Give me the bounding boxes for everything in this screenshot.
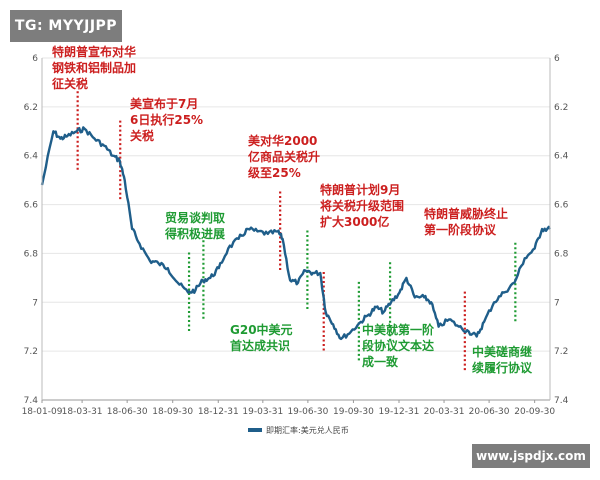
y-tick-label-left: 6.6	[24, 201, 39, 211]
annotation-text-line: 美宣布于7月	[130, 96, 198, 111]
y-tick-label-left: 7	[32, 298, 38, 308]
annotation-text-line: 段协议文本达	[362, 338, 434, 353]
series-layer	[40, 126, 552, 341]
legend: 即期汇率:美元兑人民币	[248, 425, 349, 435]
annotation-text-line: 征关税	[52, 76, 88, 91]
y-tick-label-left: 6.8	[24, 249, 39, 259]
x-tick-label: 18-06-30	[107, 407, 148, 417]
y-tick-label-left: 6.2	[24, 103, 38, 113]
y-tick-label-right: 6.4	[554, 152, 569, 162]
annotation-text-line: 亿商品关税升	[248, 149, 320, 164]
site-watermark: www.jspdjx.com	[472, 444, 590, 468]
annotation-text-line: 中美磋商继	[472, 344, 532, 359]
x-tick-label: 18-03-31	[62, 407, 103, 417]
y-tick-label-left: 6.4	[24, 152, 39, 162]
annotation-text-line: 贸易谈判取	[165, 210, 225, 225]
x-tick-label: 19-12-31	[379, 407, 420, 417]
annotation-text-line: 钢铁和铝制品加	[52, 60, 136, 75]
y-tick-label-right: 6.2	[554, 103, 568, 113]
annotation-text-line: 级至25%	[248, 165, 301, 180]
x-tick-label: 20-06-30	[469, 407, 510, 417]
grid	[42, 57, 550, 401]
annotation-text-line: 得积极进展	[164, 226, 225, 241]
annotation-text-line: 第一阶段协议	[424, 222, 497, 237]
annotation-text-line: 关税	[130, 128, 154, 143]
x-tick-label: 18-01-09	[22, 407, 63, 417]
x-tick-label: 19-06-30	[287, 407, 328, 417]
legend-swatch	[248, 428, 262, 432]
x-tick-label: 18-09-30	[152, 407, 193, 417]
annotation-text-line: G20中美元	[230, 322, 293, 337]
x-tick-label: 20-03-31	[424, 407, 465, 417]
y-tick-label-right: 6	[554, 54, 560, 64]
y-tick-label-right: 7.4	[554, 396, 569, 406]
series-line-usd-cny	[40, 126, 552, 341]
annotation-text-line: 续履行协议	[472, 360, 533, 375]
annotation-labels: 特朗普宣布对华钢铁和铝制品加征关税美宣布于7月6日执行25%关税贸易谈判取得积极…	[52, 44, 533, 375]
y-tick-label-left: 7.2	[24, 347, 38, 357]
annotation-text-line: 特朗普计划9月	[320, 182, 400, 197]
tg-watermark: TG: MYYJJPP	[10, 10, 122, 42]
y-tick-label-right: 7	[554, 298, 560, 308]
y-tick-label-right: 6.8	[554, 249, 569, 259]
annotation-text-line: 扩大3000亿	[320, 214, 389, 229]
x-tick-label: 19-03-31	[242, 407, 283, 417]
x-tick-label: 19-09-30	[333, 407, 374, 417]
x-tick-label: 18-12-31	[198, 407, 239, 417]
annotation-text-line: 特朗普宣布对华	[52, 44, 136, 59]
axes: 6 6 6.2 6.2 6.4 6.4 6.6 6.6 6.8 6.8 7 7 7.2 7.2 7.4 7.4…	[22, 54, 569, 417]
annotation-text-line: 首达成共识	[230, 338, 290, 353]
annotation-text-line: 特朗普威胁终止	[424, 206, 508, 221]
y-tick-label-left: 7.4	[24, 396, 39, 406]
legend-label: 即期汇率:美元兑人民币	[266, 425, 349, 435]
y-tick-label-right: 7.2	[554, 347, 568, 357]
annotation-text-line: 6日执行25%	[130, 112, 203, 127]
x-tick-label: 20-09-30	[514, 407, 555, 417]
annotation-text-line: 成一致	[362, 354, 399, 369]
y-tick-label-left: 6	[32, 54, 38, 64]
annotation-text-line: 将关税升级范围	[320, 198, 404, 213]
y-tick-label-right: 6.6	[554, 201, 569, 211]
annotation-text-line: 美对华2000	[248, 133, 317, 148]
annotation-text-line: 中美就第一阶	[362, 322, 435, 337]
